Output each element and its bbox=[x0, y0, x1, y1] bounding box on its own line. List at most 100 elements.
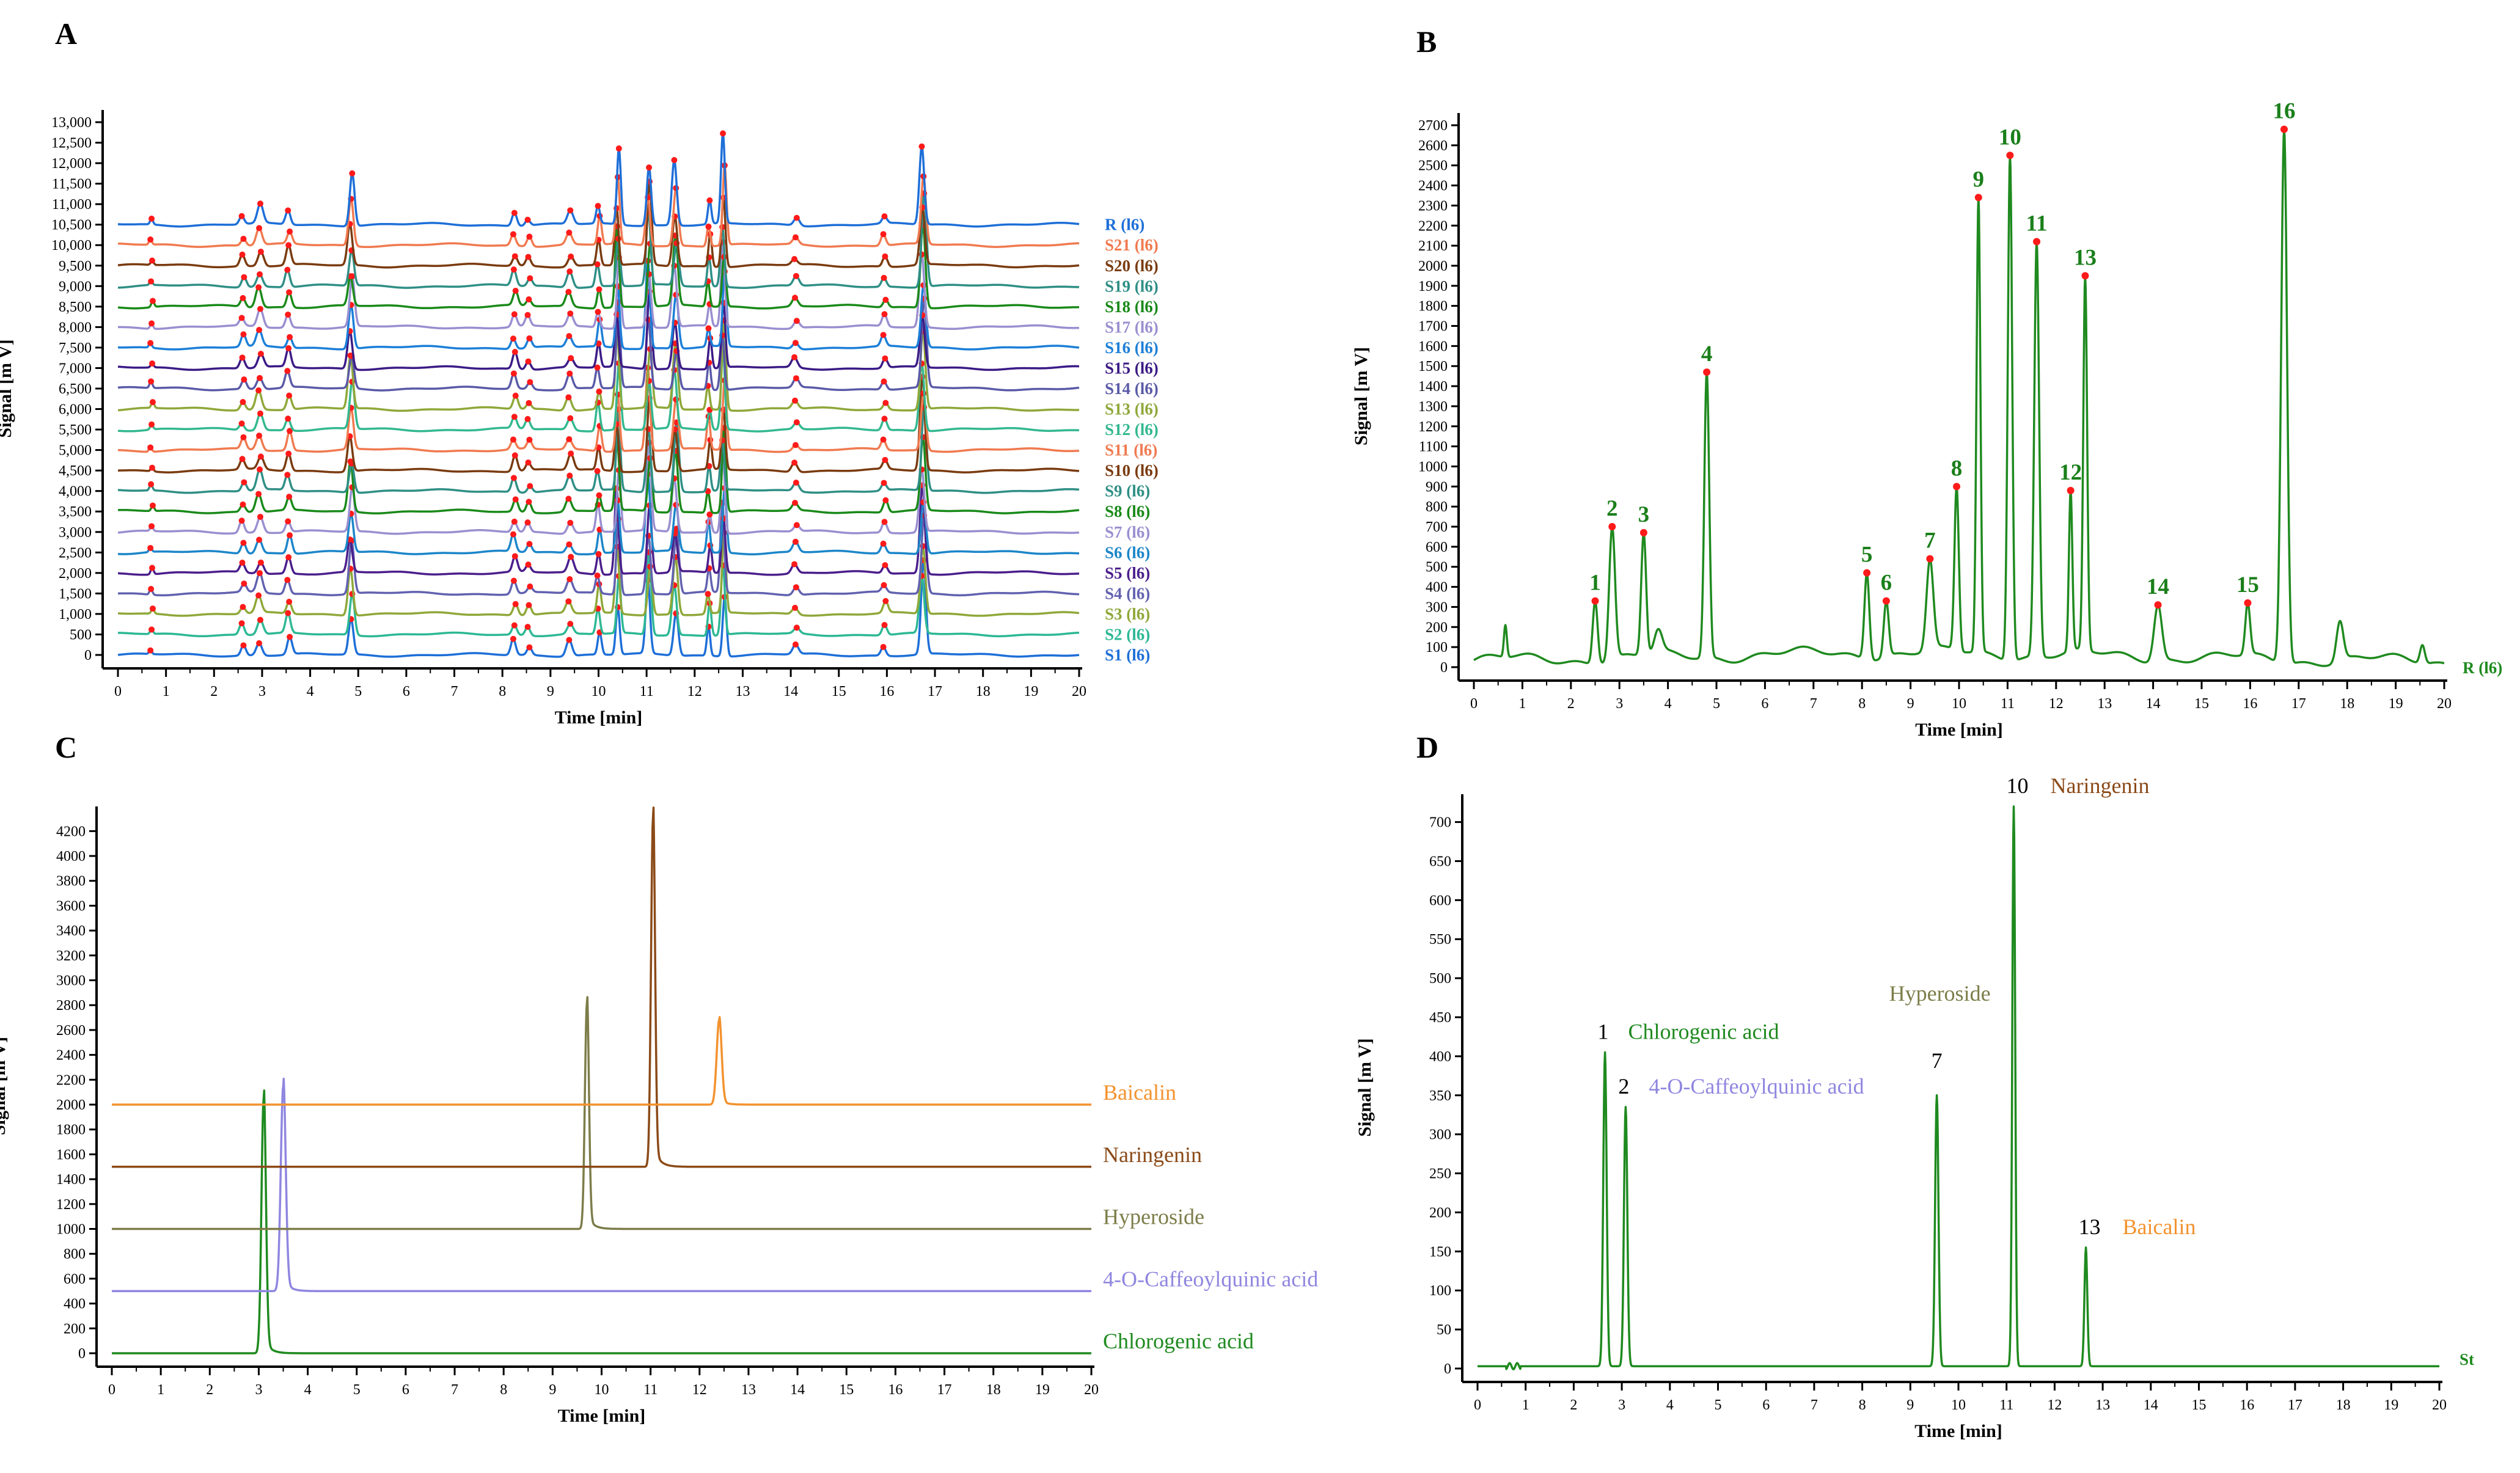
panel-a-y-tick-label: 2,500 bbox=[59, 545, 92, 561]
panel-a-legend-label: S2 (l6) bbox=[1105, 625, 1150, 643]
panel-a-peak-marker bbox=[881, 519, 888, 525]
panel-a-legend-label: S7 (l6) bbox=[1105, 523, 1150, 541]
panel-a-peak-marker bbox=[148, 626, 155, 633]
panel-a-trace bbox=[117, 132, 1080, 228]
panel-b-x-tick-label: 8 bbox=[1858, 696, 1866, 712]
panel-a-peak-marker bbox=[566, 637, 573, 643]
panel-b-x-axis-title: Time [min] bbox=[1915, 720, 2003, 740]
panel-a-trace bbox=[117, 367, 1080, 453]
panel-a-peak-marker bbox=[792, 234, 799, 241]
panel-b-y-tick-label: 300 bbox=[1426, 599, 1448, 615]
panel-a-trace bbox=[117, 406, 1080, 494]
panel-a-peak-marker bbox=[596, 286, 603, 293]
panel-a-x-tick-label: 0 bbox=[114, 684, 122, 700]
panel-b-x-tick-label: 14 bbox=[2146, 696, 2161, 712]
panel-a-peak-marker bbox=[257, 200, 263, 207]
panel-a-peak-marker bbox=[285, 311, 291, 318]
panel-d-y-tick-label: 650 bbox=[1429, 853, 1451, 869]
panel-b-x-tick-label: 3 bbox=[1616, 696, 1623, 712]
panel-d-y-tick-label: 300 bbox=[1429, 1127, 1451, 1143]
panel-b-y-tick-label: 2700 bbox=[1418, 118, 1448, 134]
panel-a-peak-marker bbox=[256, 536, 263, 543]
panel-a-x-tick-label: 5 bbox=[354, 684, 362, 700]
panel-a-y-tick-label: 5,500 bbox=[59, 422, 92, 438]
panel-b-peak-label: 4 bbox=[1701, 342, 1713, 367]
panel-a-legend-label: S18 (l6) bbox=[1105, 298, 1159, 316]
panel-a-peak-marker bbox=[882, 562, 888, 569]
panel-d-x-tick-label: 6 bbox=[1762, 1397, 1770, 1413]
panel-a-peak-marker bbox=[239, 560, 246, 566]
panel-a-peak-marker bbox=[285, 518, 291, 525]
panel-d-x-tick-label: 4 bbox=[1666, 1397, 1674, 1413]
panel-a-peak-marker bbox=[882, 355, 888, 362]
panel-a-legend-label: S10 (l6) bbox=[1105, 461, 1159, 480]
panel-a-y-tick-label: 8,500 bbox=[59, 299, 92, 315]
panel-c-x-tick-label: 8 bbox=[500, 1382, 507, 1398]
panel-b-peak-marker bbox=[1974, 194, 1982, 202]
panel-b-trace bbox=[1473, 128, 2445, 667]
panel-b-y-tick-label: 200 bbox=[1426, 620, 1448, 635]
panel-d-peak-number: 13 bbox=[2079, 1215, 2101, 1239]
panel-b-peak-label: 15 bbox=[2236, 572, 2259, 598]
panel-b-x-tick-label: 17 bbox=[2291, 696, 2306, 712]
panel-a-peak-marker bbox=[510, 231, 516, 238]
panel-a-peak-marker bbox=[239, 456, 246, 462]
panel-a-x-tick-label: 4 bbox=[307, 684, 314, 700]
panel-b-x-tick-label: 16 bbox=[2243, 696, 2257, 712]
panel-b-y-axis-title: Signal [m V] bbox=[1351, 347, 1371, 445]
panel-c-x-tick-label: 6 bbox=[402, 1382, 409, 1398]
panel-d-compound-name: Naringenin bbox=[2051, 773, 2150, 798]
panel-a-peak-marker bbox=[257, 271, 263, 278]
panel-a-peak-marker bbox=[240, 399, 246, 406]
panel-a-peak-marker bbox=[565, 394, 572, 401]
panel-a-peak-marker bbox=[706, 197, 713, 204]
panel-b-peak-marker bbox=[1608, 523, 1616, 531]
panel-a-peak-marker bbox=[285, 415, 291, 422]
panel-a-peak-marker bbox=[239, 354, 246, 361]
panel-a-peak-marker bbox=[527, 583, 533, 590]
panel-a-peak-marker bbox=[524, 519, 531, 526]
panel-a-peak-marker bbox=[147, 544, 154, 551]
panel-a-peak-marker bbox=[566, 541, 573, 548]
panel-a-peak-marker bbox=[566, 333, 573, 340]
panel-a-peak-marker bbox=[881, 213, 888, 220]
panel-a-peak-marker bbox=[880, 540, 887, 547]
panel-a-peak-marker bbox=[149, 399, 156, 406]
panel-a-peak-marker bbox=[287, 228, 293, 235]
panel-a-peak-marker bbox=[881, 582, 887, 588]
panel-c-y-tick-label: 4200 bbox=[56, 824, 86, 839]
panel-a-y-tick-label: 9,000 bbox=[59, 279, 92, 294]
panel-a-x-tick-label: 17 bbox=[928, 684, 942, 700]
panel-a-peak-marker bbox=[147, 647, 154, 654]
panel-a-peak-marker bbox=[568, 554, 574, 560]
panel-a-y-axis-title: Signal [m V] bbox=[0, 339, 15, 437]
panel-a-peak-marker bbox=[792, 294, 799, 301]
panel-a-peak-marker bbox=[594, 364, 601, 371]
panel-a-legend-label: S17 (l6) bbox=[1105, 318, 1159, 336]
panel-a-peak-marker bbox=[720, 130, 727, 137]
panel-a-peak-marker bbox=[257, 410, 263, 417]
panel-letter-a: A bbox=[55, 16, 77, 51]
panel-a-peak-marker bbox=[511, 622, 518, 629]
panel-a-peak-marker bbox=[241, 479, 247, 486]
panel-c-y-tick-label: 600 bbox=[64, 1271, 86, 1287]
panel-c-y-tick-label: 1200 bbox=[56, 1197, 86, 1213]
panel-b-x-tick-label: 7 bbox=[1810, 696, 1817, 712]
panel-c-y-tick-label: 2600 bbox=[56, 1023, 86, 1039]
panel-c-y-tick-label: 1000 bbox=[56, 1222, 86, 1238]
panel-b-x-tick-label: 18 bbox=[2340, 696, 2354, 712]
panel-a-peak-marker bbox=[880, 231, 887, 238]
panel-a-peak-marker bbox=[918, 143, 925, 150]
panel-c-y-tick-label: 1800 bbox=[56, 1122, 86, 1138]
panel-a-peak-marker bbox=[240, 235, 247, 242]
panel-b-peak-label: 11 bbox=[2026, 211, 2048, 236]
panel-a-x-tick-label: 11 bbox=[640, 684, 654, 700]
panel-a-peak-marker bbox=[240, 294, 246, 301]
panel-a-peak-marker bbox=[349, 170, 356, 177]
panel-a-peak-marker bbox=[286, 598, 293, 605]
panel-d-y-tick-label: 450 bbox=[1429, 1010, 1451, 1026]
panel-a-trace bbox=[117, 192, 1080, 289]
panel-c-x-tick-label: 14 bbox=[790, 1382, 805, 1398]
panel-a-peak-marker bbox=[240, 501, 246, 508]
panel-a-peak-marker bbox=[511, 348, 518, 355]
